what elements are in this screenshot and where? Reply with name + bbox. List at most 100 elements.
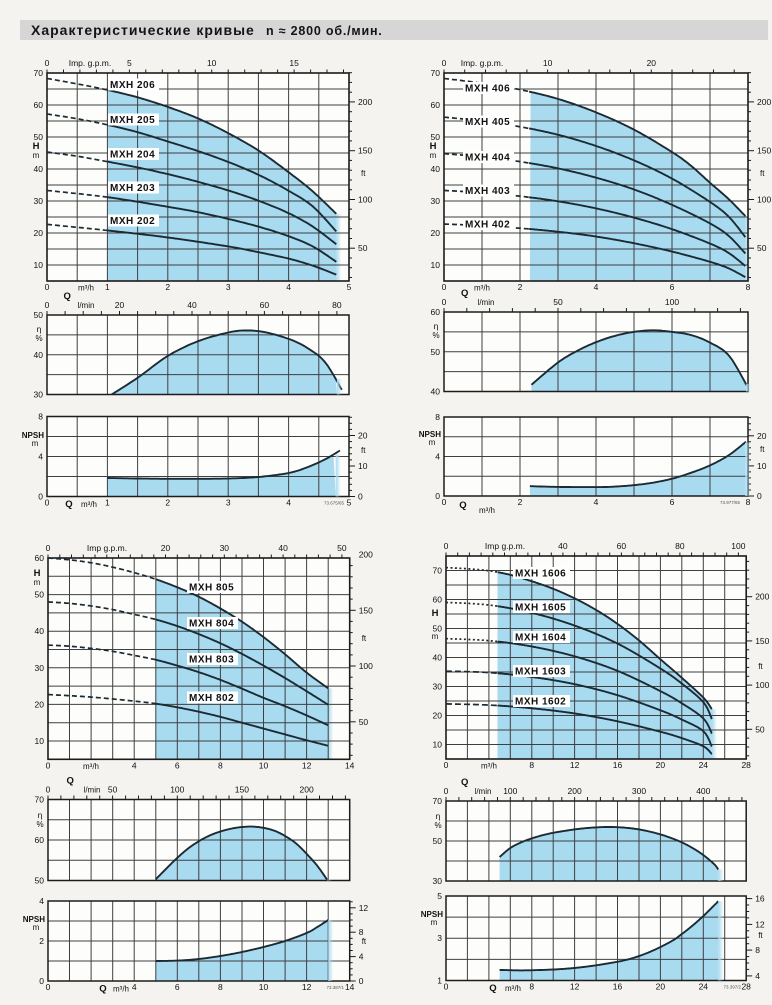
svg-text:60: 60 <box>617 541 627 551</box>
svg-text:50: 50 <box>108 785 118 795</box>
svg-text:0: 0 <box>46 543 51 553</box>
svg-text:0: 0 <box>359 976 364 986</box>
svg-text:MXH 205: MXH 205 <box>110 115 155 126</box>
svg-text:8: 8 <box>218 760 223 770</box>
svg-text:NPSH: NPSH <box>23 915 45 924</box>
svg-text:MXH 405: MXH 405 <box>465 117 510 128</box>
svg-text:0: 0 <box>45 282 50 292</box>
svg-text:5: 5 <box>127 58 132 68</box>
svg-text:η: η <box>434 321 439 331</box>
svg-text:MXH 404: MXH 404 <box>465 153 510 164</box>
svg-text:150: 150 <box>757 146 771 156</box>
svg-text:12: 12 <box>570 760 580 770</box>
svg-text:Q: Q <box>489 983 496 994</box>
svg-text:10: 10 <box>35 736 45 746</box>
svg-text:MXH 402: MXH 402 <box>465 220 510 231</box>
svg-text:30: 30 <box>431 196 441 206</box>
svg-text:30: 30 <box>433 876 443 886</box>
svg-text:n ≈ 2800 об./мин.: n ≈ 2800 об./мин. <box>266 24 383 38</box>
svg-text:ft: ft <box>361 446 366 455</box>
svg-text:8: 8 <box>359 927 364 937</box>
svg-text:20: 20 <box>431 228 441 238</box>
svg-text:40: 40 <box>433 653 443 663</box>
svg-text:73.675/65: 73.675/65 <box>324 501 345 506</box>
svg-text:MXH 403: MXH 403 <box>465 186 510 197</box>
svg-text:24: 24 <box>699 760 709 770</box>
svg-text:20: 20 <box>358 431 368 441</box>
svg-text:80: 80 <box>675 541 685 551</box>
svg-text:40: 40 <box>34 164 44 174</box>
svg-text:10: 10 <box>358 461 368 471</box>
svg-text:16: 16 <box>613 760 623 770</box>
svg-text:ft: ft <box>758 662 763 671</box>
svg-text:Q: Q <box>461 777 468 788</box>
svg-text:4: 4 <box>435 452 440 462</box>
svg-text:m³/h: m³/h <box>505 984 521 993</box>
svg-text:NPSH: NPSH <box>421 910 443 919</box>
svg-text:H: H <box>34 568 41 579</box>
svg-text:300: 300 <box>632 786 646 796</box>
svg-text:40: 40 <box>35 626 45 636</box>
svg-text:MXH 206: MXH 206 <box>110 80 155 91</box>
svg-text:40: 40 <box>558 541 568 551</box>
svg-text:m³/h: m³/h <box>474 284 490 293</box>
svg-text:0: 0 <box>358 492 363 502</box>
svg-text:200: 200 <box>755 592 769 602</box>
svg-text:4: 4 <box>132 982 137 992</box>
svg-text:m³/h: m³/h <box>479 506 495 515</box>
svg-text:m: m <box>33 151 40 160</box>
svg-text:16: 16 <box>613 982 623 992</box>
svg-text:0: 0 <box>442 297 447 307</box>
svg-text:28: 28 <box>741 760 751 770</box>
svg-text:Q: Q <box>64 291 71 302</box>
svg-text:H: H <box>430 141 437 152</box>
svg-text:60: 60 <box>35 835 45 845</box>
svg-text:8: 8 <box>38 412 43 422</box>
svg-text:50: 50 <box>35 590 45 600</box>
svg-text:50: 50 <box>431 347 441 357</box>
svg-text:1: 1 <box>437 976 442 986</box>
svg-text:4: 4 <box>594 497 599 507</box>
svg-text:50: 50 <box>433 836 443 846</box>
svg-text:l/min: l/min <box>78 301 95 310</box>
svg-text:4: 4 <box>359 952 364 962</box>
svg-text:80: 80 <box>332 300 342 310</box>
svg-text:12: 12 <box>302 982 312 992</box>
svg-text:ft: ft <box>362 937 367 946</box>
svg-text:0: 0 <box>45 300 50 310</box>
svg-text:6: 6 <box>670 282 675 292</box>
svg-text:20: 20 <box>35 699 45 709</box>
svg-text:Imp g.p.m.: Imp g.p.m. <box>87 543 127 553</box>
svg-text:0: 0 <box>46 982 51 992</box>
svg-text:%: % <box>36 820 43 829</box>
svg-text:ft: ft <box>361 169 366 178</box>
svg-text:4: 4 <box>39 896 44 906</box>
svg-text:150: 150 <box>359 605 373 615</box>
svg-text:0: 0 <box>444 760 449 770</box>
svg-text:l/min: l/min <box>478 298 495 307</box>
svg-text:m³/h: m³/h <box>481 762 497 771</box>
svg-text:14: 14 <box>345 760 355 770</box>
svg-text:8: 8 <box>435 412 440 422</box>
svg-text:3: 3 <box>226 498 231 508</box>
svg-text:28: 28 <box>741 982 751 992</box>
svg-text:m: m <box>34 578 41 587</box>
svg-text:8: 8 <box>746 497 751 507</box>
svg-text:0: 0 <box>444 982 449 992</box>
svg-text:5: 5 <box>347 498 352 508</box>
svg-text:14: 14 <box>345 982 355 992</box>
svg-text:8: 8 <box>529 982 534 992</box>
svg-text:100: 100 <box>731 541 745 551</box>
svg-text:50: 50 <box>358 243 368 253</box>
svg-text:2: 2 <box>518 282 523 292</box>
svg-text:NPSH: NPSH <box>419 430 441 439</box>
svg-text:η: η <box>436 811 441 821</box>
svg-text:ft: ft <box>760 445 765 454</box>
svg-text:m³/h: m³/h <box>113 985 129 994</box>
svg-text:12: 12 <box>302 760 312 770</box>
svg-text:70: 70 <box>433 796 443 806</box>
svg-text:16: 16 <box>755 894 765 904</box>
svg-text:MXH 1606: MXH 1606 <box>515 569 566 580</box>
svg-text:10: 10 <box>207 58 217 68</box>
svg-text:0: 0 <box>39 976 44 986</box>
